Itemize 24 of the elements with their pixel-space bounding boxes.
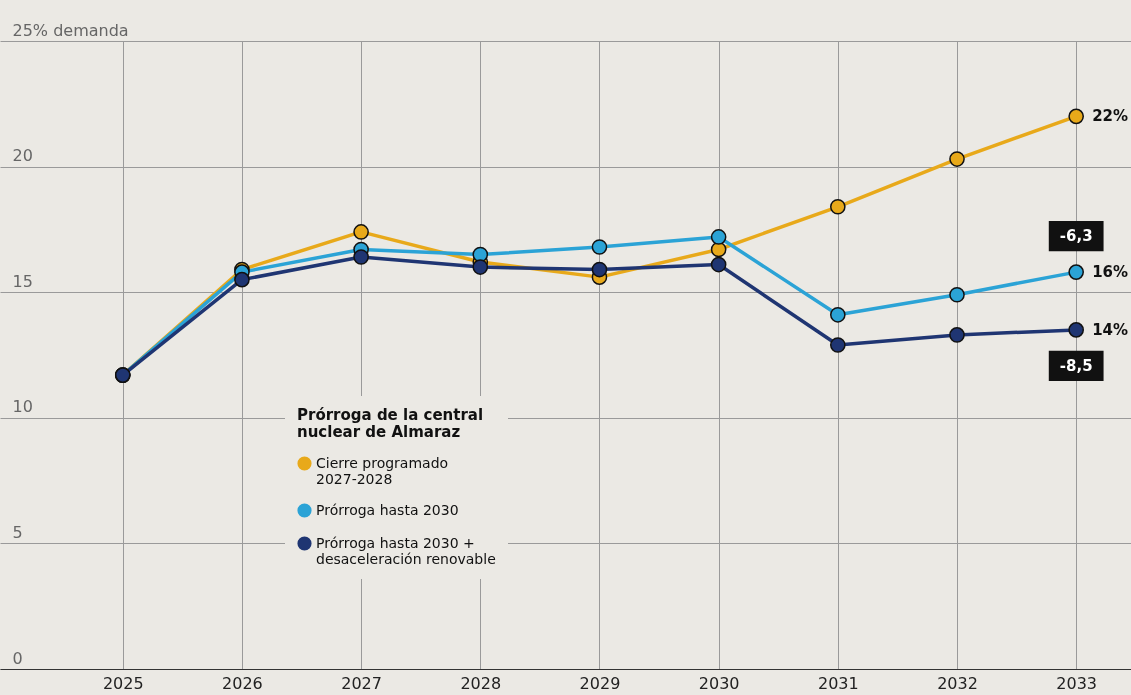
x-tick-label: 2025 bbox=[102, 673, 144, 693]
x-tick-label: 2030 bbox=[698, 673, 740, 693]
x-tick-label: 2028 bbox=[460, 673, 502, 693]
x-tick-label: 2029 bbox=[579, 673, 621, 693]
x-tick-label: 2031 bbox=[817, 673, 859, 693]
data-label: 14% bbox=[1092, 320, 1129, 339]
y-tick-label: 10 bbox=[12, 397, 33, 417]
y-tick-label: 0 bbox=[12, 648, 23, 668]
legend-label: Prórroga hasta 2030 bbox=[316, 501, 459, 518]
x-tick-label: 2027 bbox=[341, 673, 382, 693]
y-tick-label: 5 bbox=[12, 522, 23, 542]
x-tick-label: 2032 bbox=[937, 673, 978, 693]
y-tick-label: 15 bbox=[12, 271, 33, 291]
data-label: 22% bbox=[1092, 107, 1129, 126]
y-tick-label: 20 bbox=[12, 146, 33, 166]
legend-label: Cierre programado 2027-2028 bbox=[316, 454, 449, 487]
annotation: -6,3 bbox=[1059, 227, 1093, 246]
x-tick-label: 2026 bbox=[222, 673, 263, 693]
legend-label: Prórroga hasta 2030 + desaceleración renovable bbox=[316, 534, 496, 567]
annotation: -8,5 bbox=[1059, 356, 1093, 375]
data-label: 16% bbox=[1092, 263, 1129, 282]
x-tick-label: 2033 bbox=[1056, 673, 1098, 693]
y-tick-label: 25% demanda bbox=[12, 20, 129, 40]
legend-title: Prórroga de la central nuclear de Almaraz bbox=[297, 406, 484, 441]
